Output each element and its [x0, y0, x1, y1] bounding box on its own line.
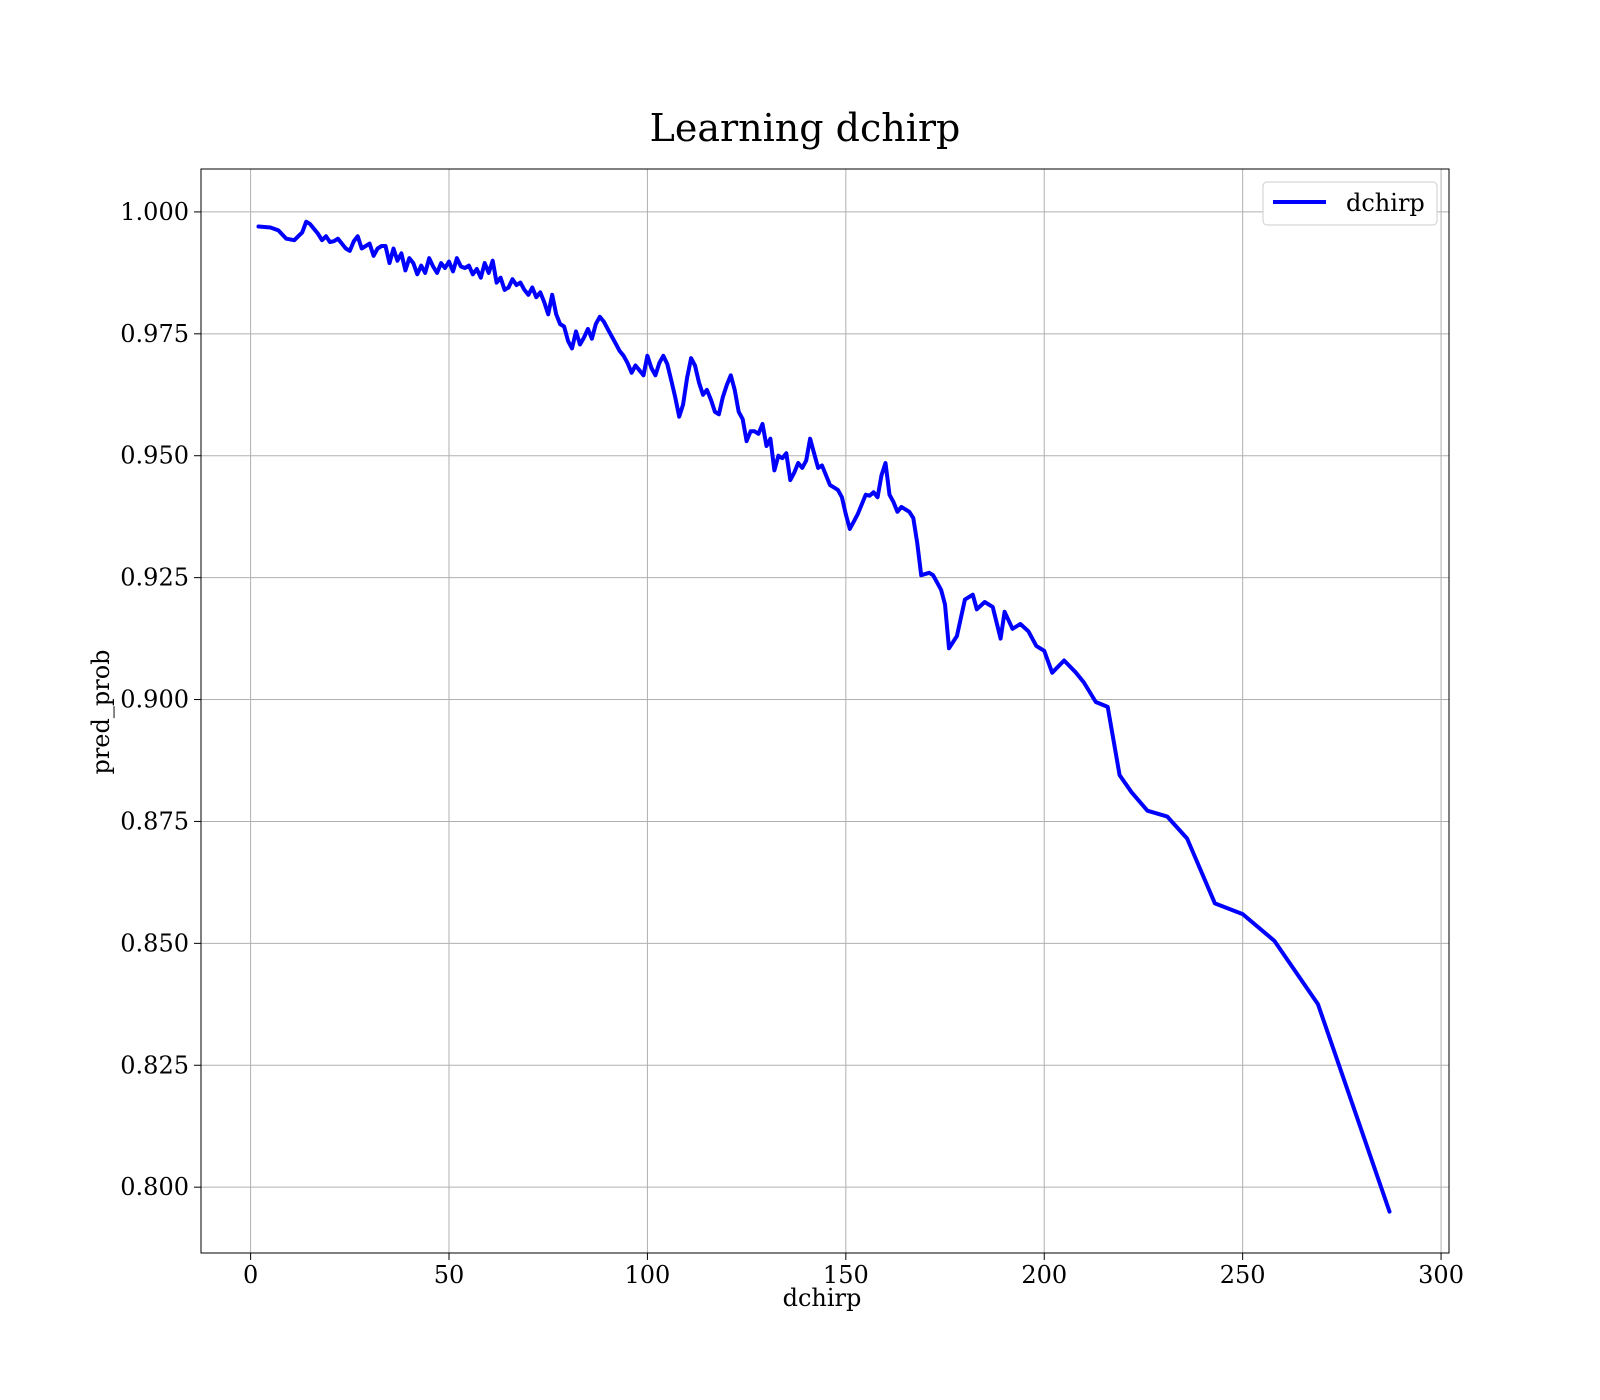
- y-tick-label: 0.950: [120, 442, 189, 470]
- x-tick-label: 200: [1021, 1261, 1067, 1289]
- x-tick-label: 250: [1220, 1261, 1266, 1289]
- chart-title: Learning dchirp: [650, 106, 961, 150]
- y-axis-label: pred_prob: [87, 649, 115, 774]
- y-tick-label: 0.925: [120, 564, 189, 592]
- series-layer: [256, 219, 1392, 1214]
- x-tick-label: 150: [823, 1261, 869, 1289]
- x-axis-label: dchirp: [783, 1284, 862, 1312]
- y-tick-label: 0.875: [120, 807, 189, 835]
- y-tick-label: 0.900: [120, 686, 189, 714]
- plot-area: [200, 168, 1450, 1254]
- legend-box: [1262, 181, 1438, 226]
- x-tick-label: 0: [243, 1261, 258, 1289]
- legend: dchirp: [1262, 181, 1438, 226]
- y-tick-label: 0.800: [120, 1173, 189, 1201]
- x-tick-label: 100: [625, 1261, 671, 1289]
- x-tick-label: 50: [434, 1261, 465, 1289]
- y-tick-label: 0.975: [120, 320, 189, 348]
- legend-label-dchirp: dchirp: [1346, 189, 1425, 217]
- x-tick-label: 300: [1418, 1261, 1464, 1289]
- axis-ticks: 0 50 100 150 200 250 300 0.800 0.825 0.850 0.875 0.…: [120, 198, 1464, 1289]
- y-tick-label: 0.850: [120, 929, 189, 957]
- y-tick-label: 0.825: [120, 1051, 189, 1079]
- y-tick-label: 1.000: [120, 198, 189, 226]
- series-line-dchirp: [256, 219, 1392, 1214]
- grid-lines: [201, 169, 1449, 1253]
